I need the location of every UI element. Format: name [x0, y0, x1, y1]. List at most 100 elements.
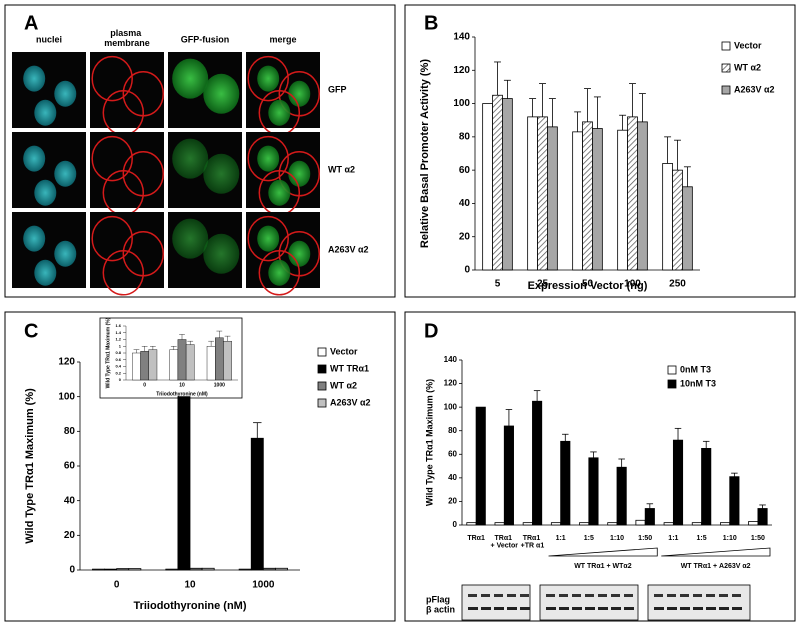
nucleus: [34, 179, 57, 206]
bar: [572, 131, 583, 271]
nucleus: [268, 99, 291, 126]
nucleus: [288, 80, 311, 107]
group-label: WT TRα1 + WTα2: [574, 563, 632, 570]
panel-frame: [4, 311, 396, 622]
x-tick-label: 250: [669, 279, 686, 290]
y-tick-label: 60: [64, 461, 76, 472]
nucleus: [257, 145, 280, 172]
blot-band: [719, 594, 728, 597]
error-bar: [539, 83, 546, 117]
legend-label: 0nM T3: [680, 364, 711, 374]
error-bar: [618, 458, 625, 468]
membrane: [247, 55, 289, 102]
error-bar: [674, 139, 681, 171]
blot-band: [624, 594, 633, 597]
error-bar: [638, 93, 646, 122]
error-bar: [683, 166, 691, 187]
blot-band: [667, 594, 676, 597]
bar: [560, 440, 571, 526]
x-tick-label: 5: [495, 279, 501, 290]
error-bar: [141, 346, 148, 352]
membrane: [91, 135, 133, 182]
bar: [215, 337, 224, 381]
y-tick-label: 20: [459, 231, 471, 242]
y-tick-label: 40: [64, 495, 76, 506]
y-tick-label: 40: [448, 473, 457, 482]
column-header: merge: [269, 34, 296, 44]
y-tick-label: 0: [69, 565, 75, 576]
y-tick-label: 140: [453, 32, 470, 43]
bar: [547, 126, 558, 271]
y-tick-label: 0.8: [115, 350, 121, 355]
dose-wedge: [548, 547, 658, 557]
blot-band: [546, 607, 556, 610]
membrane: [247, 135, 289, 182]
x-axis-label: Expression Vector (ng): [528, 280, 648, 292]
bar: [466, 522, 477, 526]
x-tick-label: 10: [179, 382, 185, 388]
y-tick-label: 0.4: [115, 364, 121, 369]
blot-band: [706, 594, 715, 597]
bar: [627, 116, 638, 271]
error-bar: [503, 79, 511, 99]
column-header: plasma membrane: [104, 28, 150, 48]
x-tick-label: TRα1 + Vector: [491, 535, 519, 550]
bar: [104, 568, 118, 571]
y-tick-label: 120: [453, 65, 470, 76]
y-tick-label: 60: [459, 165, 471, 176]
legend-swatch: [317, 347, 327, 357]
x-tick-label: 1:5: [696, 535, 706, 542]
error-bar: [533, 390, 541, 402]
x-tick-label: 1:10: [723, 535, 737, 542]
bar: [748, 521, 759, 526]
y-tick-label: 40: [459, 198, 471, 209]
bar: [206, 346, 216, 381]
panel-frame: [404, 4, 796, 298]
nucleus: [23, 65, 46, 92]
nucleus: [257, 65, 280, 92]
bar: [550, 522, 562, 526]
blot-band: [654, 607, 664, 610]
error-bar: [731, 472, 738, 477]
y-tick-label: 20: [448, 497, 457, 506]
blot-band: [654, 594, 663, 597]
nucleus: [268, 179, 291, 206]
nucleus: [34, 259, 57, 286]
legend-label: 10nM T3: [680, 378, 716, 388]
bar: [116, 568, 130, 571]
bar: [169, 349, 179, 381]
gfp-signal: [172, 138, 209, 179]
y-tick-label: 80: [459, 131, 471, 142]
bar: [663, 522, 674, 526]
blot-band: [585, 594, 594, 597]
blot-band: [546, 594, 555, 597]
bar: [189, 567, 203, 571]
legend-label: A263V α2: [330, 397, 371, 407]
blot-band: [481, 607, 491, 610]
y-tick-label: 100: [444, 402, 458, 411]
bar: [662, 163, 673, 271]
panel-label: B: [424, 12, 438, 34]
y-tick-label: 0: [453, 520, 458, 529]
bar: [691, 522, 702, 526]
bar: [672, 439, 684, 526]
error-bar: [619, 114, 627, 131]
blot-band: [585, 607, 595, 610]
blot-band: [507, 607, 517, 610]
error-bar: [179, 334, 185, 340]
blot-band: [611, 594, 620, 597]
column-header: GFP-fusion: [181, 34, 230, 44]
legend-label: WT TRα1: [330, 363, 369, 373]
x-tick-label: 1:1: [668, 535, 678, 542]
panel-label: C: [24, 320, 38, 342]
blot-band: [680, 594, 689, 597]
legend-label: WT α2: [734, 62, 761, 72]
bar: [165, 568, 179, 571]
row-label: GFP: [328, 84, 347, 94]
blot-band: [572, 607, 582, 610]
y-tick-label: 120: [444, 379, 458, 388]
panel-label: A: [24, 12, 38, 34]
nucleus: [23, 145, 46, 172]
blot-band: [468, 594, 477, 597]
